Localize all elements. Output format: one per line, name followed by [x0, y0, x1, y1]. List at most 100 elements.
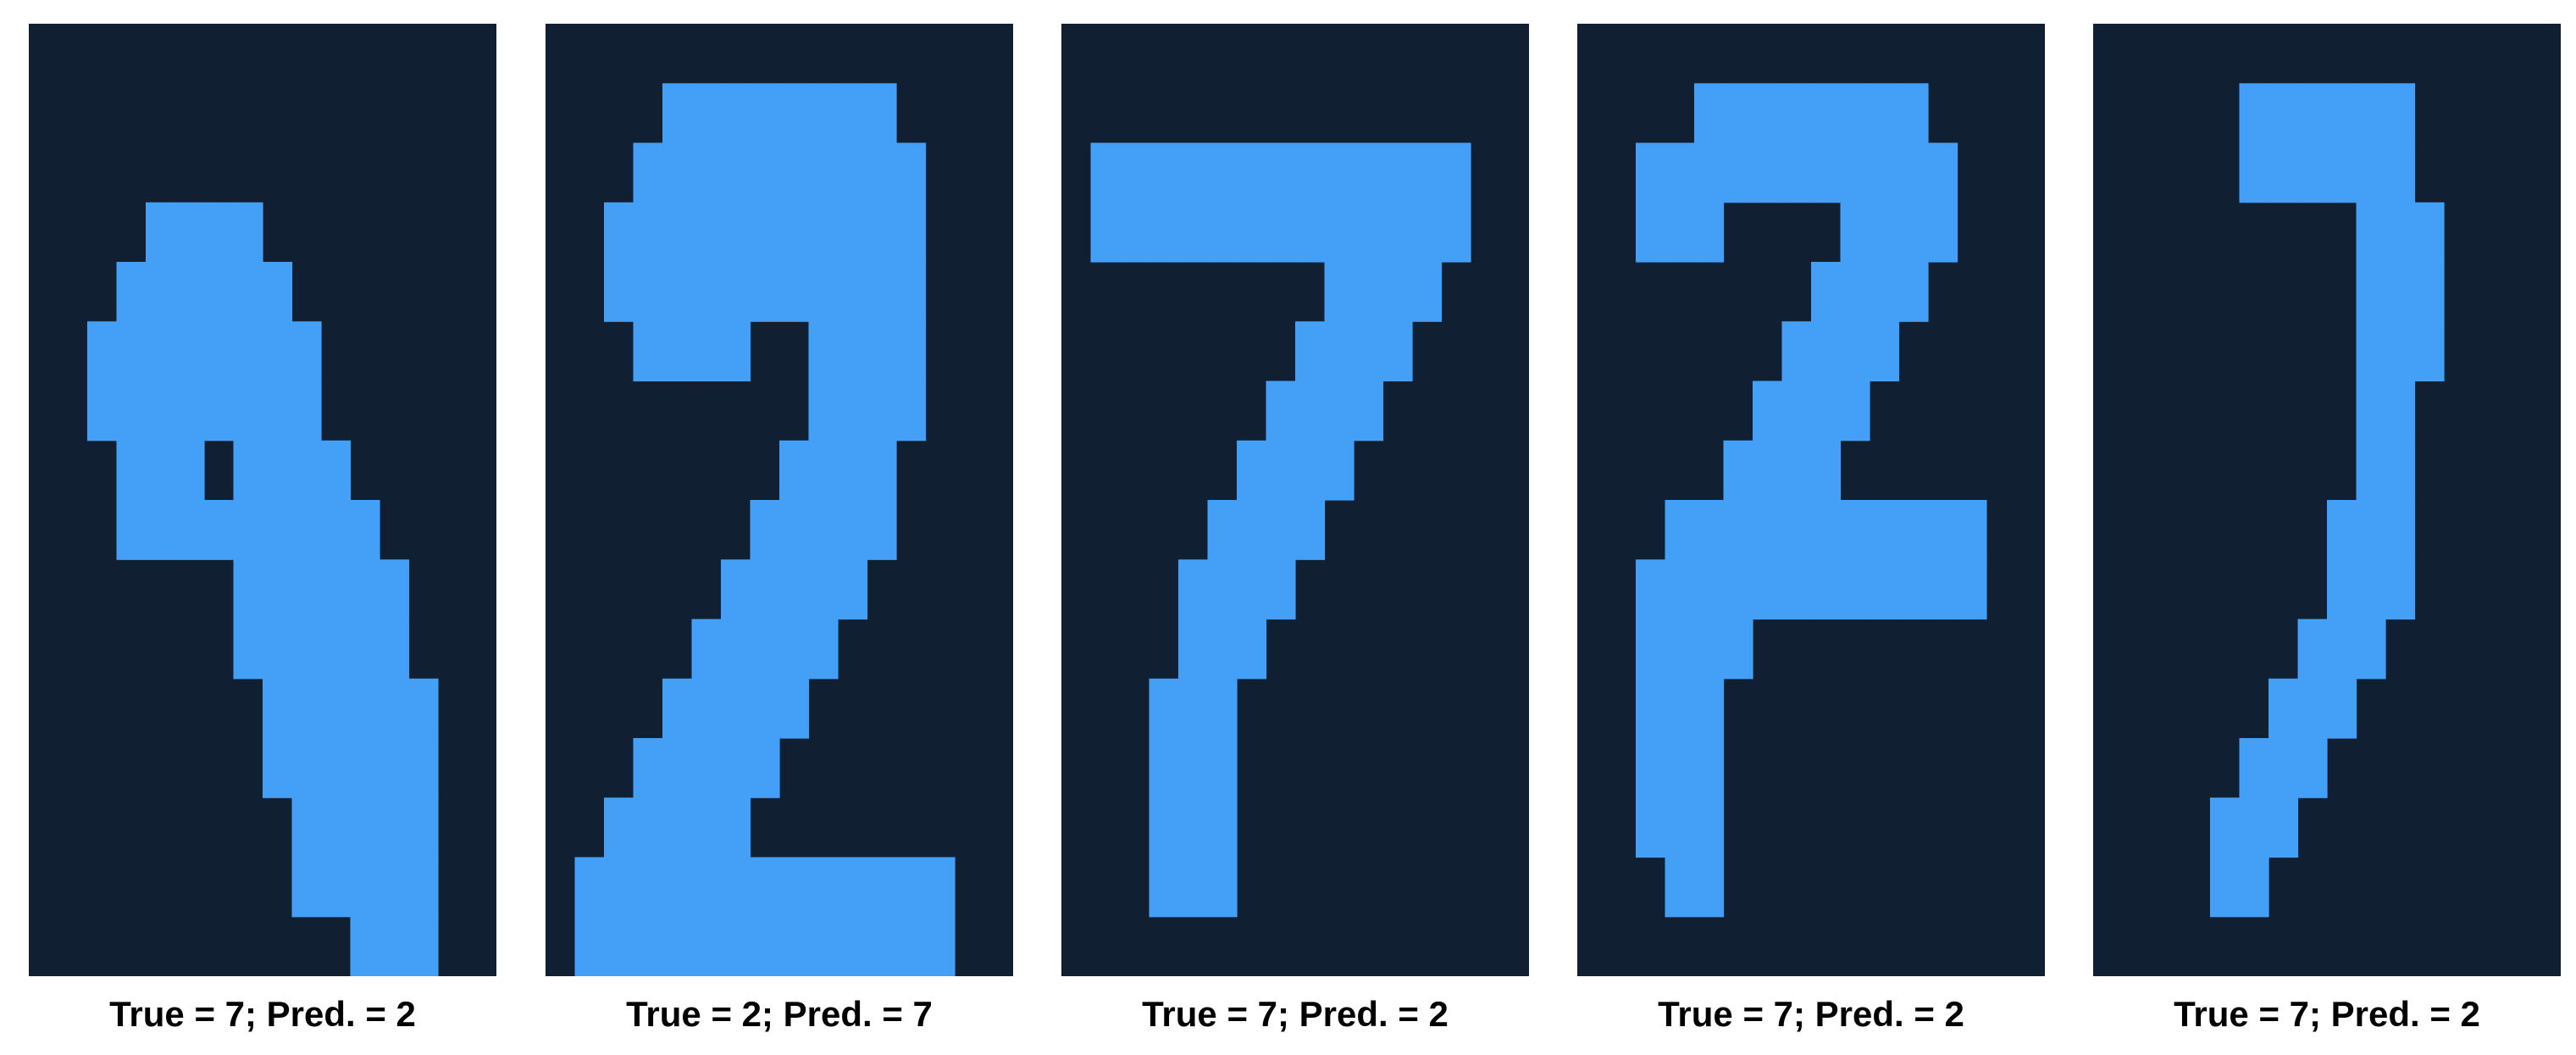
digit-pixel — [2239, 797, 2269, 858]
digit-pixel — [204, 500, 235, 560]
digit-pixel — [1870, 262, 1900, 322]
digit-pixel — [350, 797, 380, 858]
digit-pixel — [2239, 738, 2269, 798]
digit-pixel — [750, 500, 780, 560]
digit-pixel — [925, 857, 956, 918]
digit-pixel — [2210, 857, 2241, 918]
digit-pixel — [1665, 857, 1695, 918]
digit-pixel — [838, 380, 868, 441]
digit-pixel — [604, 202, 634, 263]
digit-pixel — [1811, 262, 1842, 322]
digit-pixel — [1178, 857, 1209, 918]
digit-pixel — [1178, 559, 1209, 620]
digit-pixel — [350, 916, 380, 976]
digit-pixel — [1781, 142, 1812, 203]
digit-pixel — [662, 142, 693, 203]
digit-pixel — [662, 678, 693, 739]
digit-pixel — [2327, 142, 2357, 203]
digit-pixel — [1120, 202, 1150, 263]
digit-pixel — [2385, 202, 2416, 263]
digit-pixel — [1178, 678, 1209, 739]
digit-pixel — [750, 619, 780, 680]
digit-pixel — [1840, 202, 1870, 263]
digit-pixel — [116, 500, 147, 560]
digit-pixel — [779, 916, 810, 976]
digit-pixel — [2356, 83, 2386, 144]
digit-pixel — [291, 678, 322, 739]
digit-pixel — [1870, 142, 1900, 203]
digit-image-2 — [546, 24, 1013, 976]
digit-pixel — [808, 440, 839, 501]
digit-pixel — [1665, 142, 1695, 203]
digit-pixel — [1266, 380, 1296, 441]
digit-pixel — [808, 619, 839, 680]
digit-pixel — [233, 321, 263, 382]
digit-pixel — [604, 916, 634, 976]
digit-pixel — [896, 380, 927, 441]
digit-pixel — [1753, 380, 1783, 441]
digit-pixel — [779, 559, 810, 620]
digit-pixel — [1178, 738, 1209, 798]
digit-pixel — [896, 857, 927, 918]
digit-pixel — [721, 142, 751, 203]
digit-pixel — [1324, 321, 1354, 382]
digit-pixel — [2239, 142, 2269, 203]
digit-pixel — [1120, 142, 1150, 203]
digit-pixel — [379, 559, 410, 620]
digit-pixel — [1090, 202, 1121, 263]
digit-panel-2: True = 2; Pred. = 7 — [546, 0, 1013, 1055]
digit-pixel — [721, 678, 751, 739]
digit-pixel — [2239, 857, 2269, 918]
digit-pixel — [1237, 619, 1267, 680]
digit-pixel — [779, 440, 810, 501]
digit-pixel — [1840, 559, 1870, 620]
digit-pixel — [750, 678, 780, 739]
digit-pixel — [204, 262, 235, 322]
digit-pixel — [146, 202, 176, 263]
digit-pixel — [291, 559, 322, 620]
digit-pixel — [1382, 202, 1413, 263]
digit-pixel — [263, 440, 293, 501]
digit-pixel — [263, 500, 293, 560]
digit-pixel — [175, 440, 205, 501]
digit-pixel — [379, 797, 410, 858]
digit-pixel — [1811, 83, 1842, 144]
digit-pixel — [1723, 500, 1753, 560]
digit-pixel — [1266, 440, 1296, 501]
digit-pixel — [379, 619, 410, 680]
digit-pixel — [838, 559, 868, 620]
digit-pixel — [1324, 202, 1354, 263]
digit-pixel — [1928, 202, 1958, 263]
digit-pixel — [633, 916, 663, 976]
digit-pixel — [1957, 559, 1987, 620]
digit-pixel — [808, 559, 839, 620]
digit-pixel — [1412, 142, 1443, 203]
digit-pixel — [2327, 559, 2357, 620]
digit-pixel — [867, 142, 897, 203]
digit-pixel — [321, 500, 352, 560]
digit-pixel — [779, 500, 810, 560]
digit-image-5 — [2093, 24, 2561, 976]
digit-pixel — [1781, 500, 1812, 560]
digit-pixel — [838, 857, 868, 918]
digit-pixel — [1266, 500, 1296, 560]
digit-pixel — [1665, 678, 1695, 739]
digit-pixel — [662, 857, 693, 918]
digit-pixel — [1723, 559, 1753, 620]
digit-pixel — [779, 142, 810, 203]
digit-pixel — [1636, 559, 1666, 620]
digit-pixel — [808, 321, 839, 382]
digit-pixel — [1207, 619, 1238, 680]
digit-image-4 — [1577, 24, 2045, 976]
digit-pixel — [662, 83, 693, 144]
digit-pixel — [2356, 500, 2386, 560]
digit-pixel — [750, 83, 780, 144]
digit-pixel — [691, 916, 722, 976]
digit-pixel — [779, 202, 810, 263]
digit-pixel — [721, 857, 751, 918]
digit-pixel — [1665, 500, 1695, 560]
digit-pixel — [1781, 321, 1812, 382]
digit-pixel — [1753, 559, 1783, 620]
digit-pixel — [2414, 321, 2445, 382]
